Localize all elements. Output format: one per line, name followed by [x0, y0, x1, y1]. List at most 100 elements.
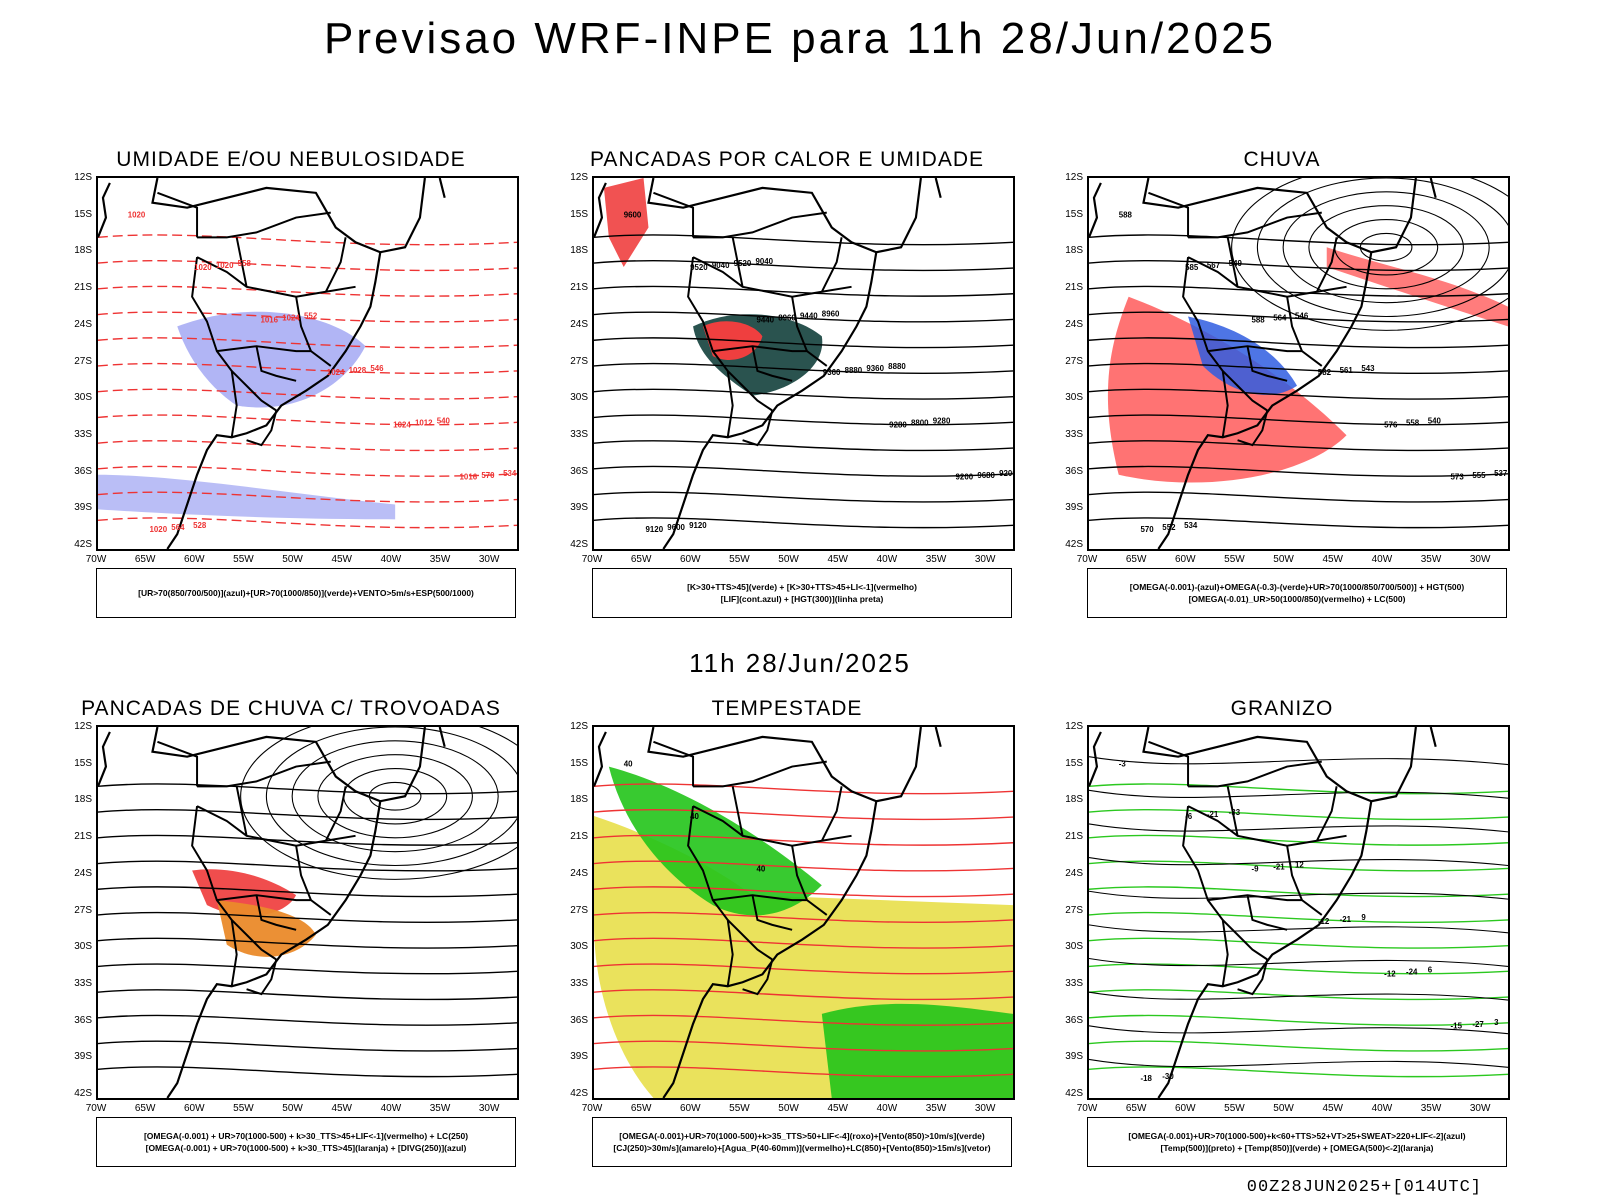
longitude-label: 30W	[1469, 1103, 1491, 1114]
latitude-label: 12S	[1065, 721, 1083, 732]
contour-line	[1089, 491, 1508, 503]
contour-line	[98, 783, 517, 795]
contour-label: 9040	[712, 261, 730, 270]
longitude-label: 30W	[974, 1103, 996, 1114]
latitude-label: 15S	[1065, 757, 1083, 769]
contour-label: 8880	[845, 366, 863, 375]
country-borders	[653, 740, 852, 996]
contour-label: 9280	[889, 420, 907, 429]
contour-label: -24	[1406, 967, 1418, 976]
contour-line	[594, 491, 1013, 503]
temp500-contour	[1089, 756, 1508, 766]
longitude-label: 55W	[1224, 554, 1245, 565]
contour-label: 9120	[689, 521, 707, 530]
contour-label: -21	[1273, 862, 1285, 871]
map-area: 1020 1020 1016 1024 1024 1016 1020 1020 1024 1028…	[96, 176, 519, 551]
longitude-label: 70W	[85, 1103, 107, 1114]
legend-line: [CJ(250)>30m/s](amarelo)+[Agua_P(40-60mm…	[613, 1143, 991, 1153]
contour-line	[1089, 963, 1508, 975]
longitude-label: 60W	[680, 554, 701, 565]
coastline	[594, 178, 942, 549]
latitude-label: 42S	[1065, 539, 1083, 550]
latitude-label: 18S	[570, 245, 588, 257]
contour-line	[98, 1040, 517, 1052]
contour-line	[594, 465, 1013, 477]
country-borders	[653, 191, 852, 447]
latitude-label: 30S	[74, 392, 92, 404]
contour-label: 9200	[956, 473, 974, 482]
latitude-label: 27S	[570, 355, 588, 367]
temp500-contour	[1089, 823, 1508, 833]
contour-label: -21	[1207, 810, 1219, 819]
coastline	[98, 727, 446, 1098]
map-area: 588 585 588 582 576 573 570 567 564 561 558 555 552 5…	[1087, 176, 1510, 551]
contour-line	[1089, 362, 1508, 374]
temp500-contour	[1089, 1025, 1508, 1035]
contour-label: -27	[1472, 1020, 1484, 1029]
legend-line: [UR>70(850/700/500)](azul)+[UR>70(1000/8…	[138, 588, 474, 598]
contour-line	[1089, 860, 1508, 872]
longitude-label: 60W	[680, 1103, 701, 1114]
contour-label: 585	[1185, 263, 1199, 272]
contour-label: 543	[1361, 364, 1375, 373]
latitude-label: 21S	[1065, 831, 1083, 843]
contour-label: -3	[1119, 760, 1127, 769]
latitude-label: 12S	[570, 721, 588, 732]
panel-title: PANCADAS POR CALOR E UMIDADE	[589, 148, 984, 171]
latitude-label: 18S	[1065, 794, 1083, 806]
panel-legend: [UR>70(850/700/500)](azul)+[UR>70(1000/8…	[96, 568, 516, 618]
longitude-label: 30W	[478, 1103, 500, 1114]
legend-line: [LIF](cont.azul) + [HGT(300)](linha pret…	[720, 594, 884, 604]
latitude-label: 24S	[570, 867, 588, 879]
longitude-label: 60W	[1175, 1103, 1196, 1114]
contour-line	[98, 440, 517, 452]
contour-label: 564	[171, 523, 185, 532]
panel-granizo: GRANIZO 12S 15S 18S 21S 24S 27S 30S 33S 36S 39S 42S…	[1047, 697, 1517, 1167]
contour-label: 1024	[327, 368, 345, 377]
contour-label: 9360	[866, 364, 884, 373]
country-borders	[1148, 740, 1347, 996]
high-pressure-contour	[317, 754, 473, 839]
longitude-label: 35W	[925, 1103, 947, 1114]
latitude-label: 33S	[74, 428, 92, 440]
contour-label: 40	[690, 812, 699, 821]
wind-green-shade	[608, 766, 822, 916]
contour-label: 9520	[734, 259, 752, 268]
humidity-south-shade	[98, 474, 396, 520]
contour-line	[98, 491, 517, 503]
contour-label: -18	[1141, 1074, 1153, 1083]
longitude-label: 55W	[1224, 1103, 1245, 1114]
longitude-label: 30W	[974, 554, 996, 565]
panel-tempestade: TEMPESTADE 12S 15S 18S 21S 24S 27S 30S 33S 36S 39S…	[552, 697, 1022, 1167]
contour-label: 564	[1273, 313, 1287, 322]
contour-label: 570	[481, 471, 495, 480]
contour-label: 588	[1251, 315, 1265, 324]
temp500-contour	[1089, 1058, 1508, 1068]
contour-line	[594, 517, 1013, 529]
latitude-label: 33S	[570, 428, 588, 440]
longitude-label: 70W	[1076, 554, 1098, 565]
contour-line	[1089, 1040, 1508, 1052]
coastline	[1089, 727, 1437, 1098]
contour-line	[594, 234, 1013, 246]
latitude-label: 36S	[570, 465, 588, 477]
latitude-label: 18S	[570, 794, 588, 806]
temp500-contour	[1089, 924, 1508, 934]
contour-label: 3	[1494, 1018, 1499, 1027]
contour-label: 552	[304, 311, 318, 320]
latitude-label: 27S	[1065, 904, 1083, 916]
northwest-red-shade	[603, 178, 649, 268]
contour-label: 1028	[349, 366, 367, 375]
longitude-label: 65W	[134, 554, 156, 565]
contour-line	[1089, 517, 1508, 529]
latitude-label: 33S	[570, 977, 588, 989]
longitude-label: 40W	[380, 1103, 402, 1114]
contour-line	[1089, 337, 1508, 349]
contour-label: 9040	[755, 257, 773, 266]
latitude-label: 24S	[1065, 318, 1083, 330]
longitude-label: 55W	[729, 554, 750, 565]
contour-label: -30	[1162, 1072, 1174, 1081]
latitude-label: 21S	[74, 831, 92, 843]
contour-label: 9200	[999, 469, 1013, 478]
contour-label: 528	[193, 521, 207, 530]
